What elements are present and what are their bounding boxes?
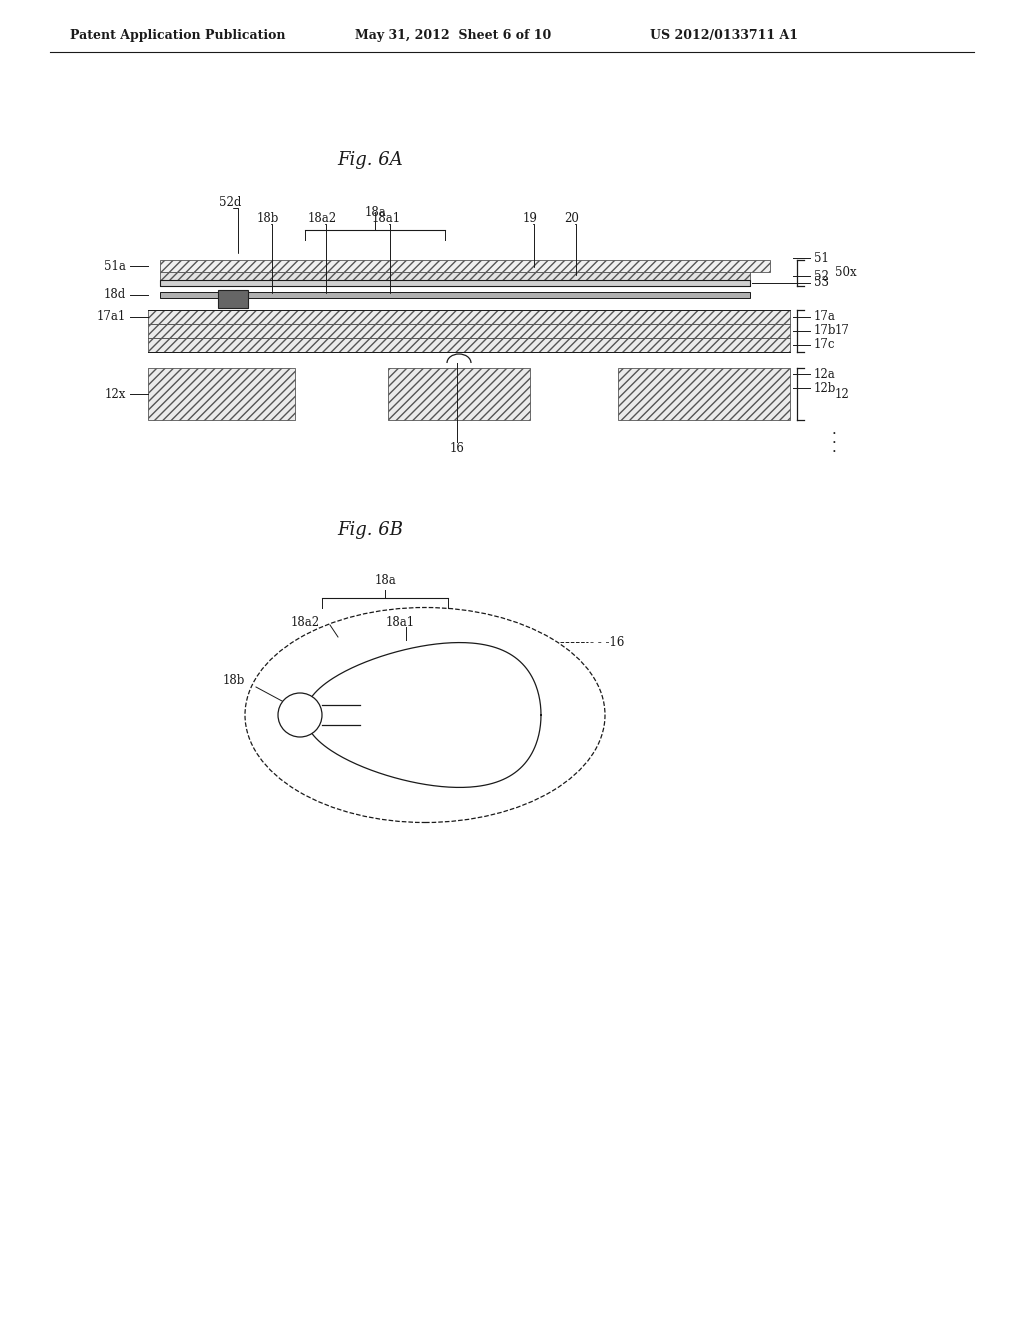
Text: 52: 52	[814, 269, 828, 282]
Text: 17b: 17b	[814, 325, 837, 338]
Bar	[160, 280, 750, 286]
Bar	[388, 368, 530, 420]
Text: 51: 51	[814, 252, 828, 264]
Text: May 31, 2012  Sheet 6 of 10: May 31, 2012 Sheet 6 of 10	[355, 29, 551, 41]
Text: 12a: 12a	[814, 367, 836, 380]
Text: 18a2: 18a2	[307, 211, 337, 224]
Text: Fig. 6A: Fig. 6A	[337, 150, 402, 169]
Text: 18a: 18a	[374, 573, 396, 586]
Text: ·: ·	[831, 426, 837, 441]
Text: 12x: 12x	[104, 388, 126, 400]
Text: 18d: 18d	[103, 289, 126, 301]
Text: 18b: 18b	[222, 673, 245, 686]
Bar	[148, 338, 790, 352]
Text: 12: 12	[835, 388, 850, 400]
Text: 17: 17	[835, 325, 850, 338]
Bar	[618, 368, 790, 420]
Bar	[160, 272, 750, 280]
Text: - - -16: - - -16	[590, 635, 625, 648]
Text: Patent Application Publication: Patent Application Publication	[70, 29, 286, 41]
Text: 18a2: 18a2	[291, 615, 319, 628]
Bar	[218, 290, 248, 308]
Text: 18a: 18a	[365, 206, 386, 219]
Text: Fig. 6B: Fig. 6B	[337, 521, 403, 539]
Bar	[160, 292, 750, 298]
Bar	[148, 368, 295, 420]
Text: 17a: 17a	[814, 310, 836, 323]
Circle shape	[278, 693, 322, 737]
Text: 17a1: 17a1	[96, 310, 126, 323]
Text: ·: ·	[831, 436, 837, 450]
Bar	[160, 260, 770, 272]
Text: 19: 19	[522, 211, 538, 224]
Text: 18b: 18b	[257, 211, 280, 224]
Text: ·: ·	[831, 445, 837, 459]
Text: 17c: 17c	[814, 338, 836, 351]
Text: 18a1: 18a1	[385, 615, 415, 628]
Text: 52d: 52d	[219, 195, 242, 209]
Bar	[148, 310, 790, 323]
Text: 53: 53	[814, 276, 829, 289]
Bar	[148, 323, 790, 338]
Text: 12b: 12b	[814, 381, 837, 395]
Text: 18a1: 18a1	[372, 211, 400, 224]
Text: 51a: 51a	[104, 260, 126, 272]
Text: 50x: 50x	[835, 267, 857, 280]
Text: US 2012/0133711 A1: US 2012/0133711 A1	[650, 29, 798, 41]
Text: 16: 16	[450, 441, 465, 454]
Text: 20: 20	[564, 211, 580, 224]
